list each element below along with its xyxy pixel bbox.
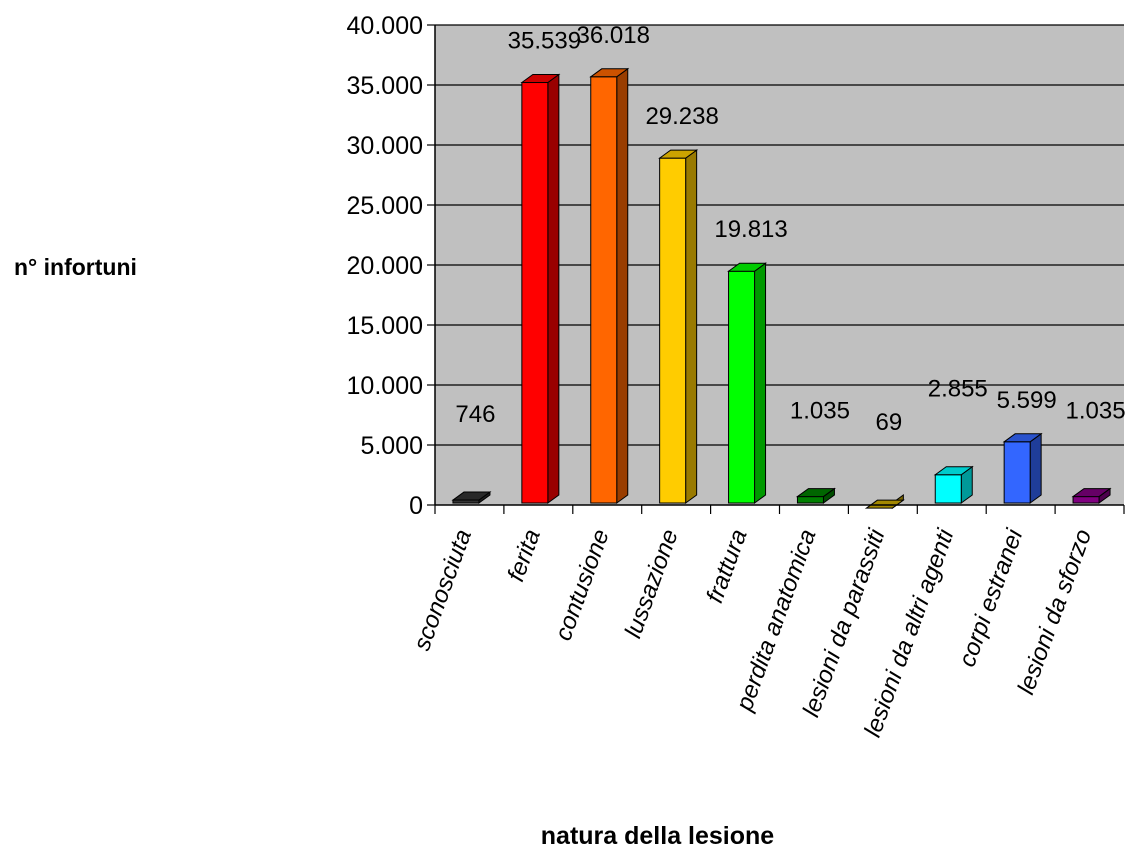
x-axis-label: natura della lesione (540, 822, 775, 850)
data-label: 36.018 (577, 22, 650, 49)
y-tick-labels: 0 5.000 10.000 15.000 20.000 25.000 30.000 35.0… (347, 12, 423, 520)
bar (1071, 487, 1112, 504)
data-label: 19.813 (714, 216, 787, 243)
bar-top (864, 499, 905, 509)
bar-front (659, 157, 687, 504)
bar-front (590, 76, 618, 504)
bar-front (521, 82, 549, 504)
bar-top (1002, 433, 1043, 443)
bar-side (616, 67, 629, 504)
bar-side (685, 149, 698, 504)
data-label: 746 (455, 401, 495, 428)
bar-side (754, 262, 767, 504)
y-tick-label: 15.000 (347, 312, 423, 340)
bar-front (934, 474, 962, 504)
data-label: 29.238 (645, 103, 718, 130)
x-tick-label: contusione (550, 526, 615, 644)
bar-front (1072, 496, 1100, 504)
bar-top (451, 491, 492, 501)
y-tick-label: 35.000 (347, 72, 423, 100)
bar-top (589, 68, 630, 78)
x-tick-label: lesioni da sforzo (1012, 526, 1097, 698)
data-label: 69 (875, 409, 902, 436)
y-tick-label: 0 (409, 492, 423, 520)
y-tick-label: 40.000 (347, 12, 423, 40)
bar (520, 73, 561, 504)
y-tick-label: 5.000 (360, 432, 423, 460)
x-tick-label: corpi estranei (954, 525, 1029, 670)
y-axis-label: n° infortuni (14, 254, 137, 280)
data-label: 1.035 (1066, 398, 1126, 425)
bar-front (1003, 441, 1031, 504)
x-tick-label: ferita (502, 526, 546, 585)
x-tick-label: sconosciuta (408, 526, 477, 654)
bars (451, 67, 1112, 510)
y-tick-label: 20.000 (347, 252, 423, 280)
bar-front (796, 496, 824, 504)
bar (451, 491, 492, 504)
x-tick-labels: sconosciuta ferita contusione lussazione fra… (408, 525, 1097, 740)
bar-top (1071, 488, 1112, 498)
data-label: 2.855 (928, 376, 988, 403)
bar (933, 465, 974, 504)
bar (795, 487, 836, 504)
bar-top (520, 74, 561, 84)
bar-top (658, 149, 699, 159)
y-tick-label: 25.000 (347, 192, 423, 220)
bar-side (547, 73, 560, 504)
data-label: 35.539 (508, 28, 581, 55)
bar-top (795, 488, 836, 498)
bar-top (727, 262, 768, 272)
bar (1002, 432, 1043, 504)
bar (589, 67, 630, 504)
x-tick-label: frattura (701, 526, 752, 607)
x-tick-label: lussazione (620, 526, 684, 642)
y-tick-label: 10.000 (347, 372, 423, 400)
data-label: 5.599 (997, 387, 1057, 414)
bar (658, 149, 699, 504)
axes (427, 24, 1125, 514)
bar-side (1029, 432, 1042, 504)
y-tick-label: 30.000 (347, 132, 423, 160)
bar-top (933, 466, 974, 476)
bar (727, 262, 768, 504)
bar-front (728, 270, 756, 504)
data-label: 1.035 (790, 398, 850, 425)
